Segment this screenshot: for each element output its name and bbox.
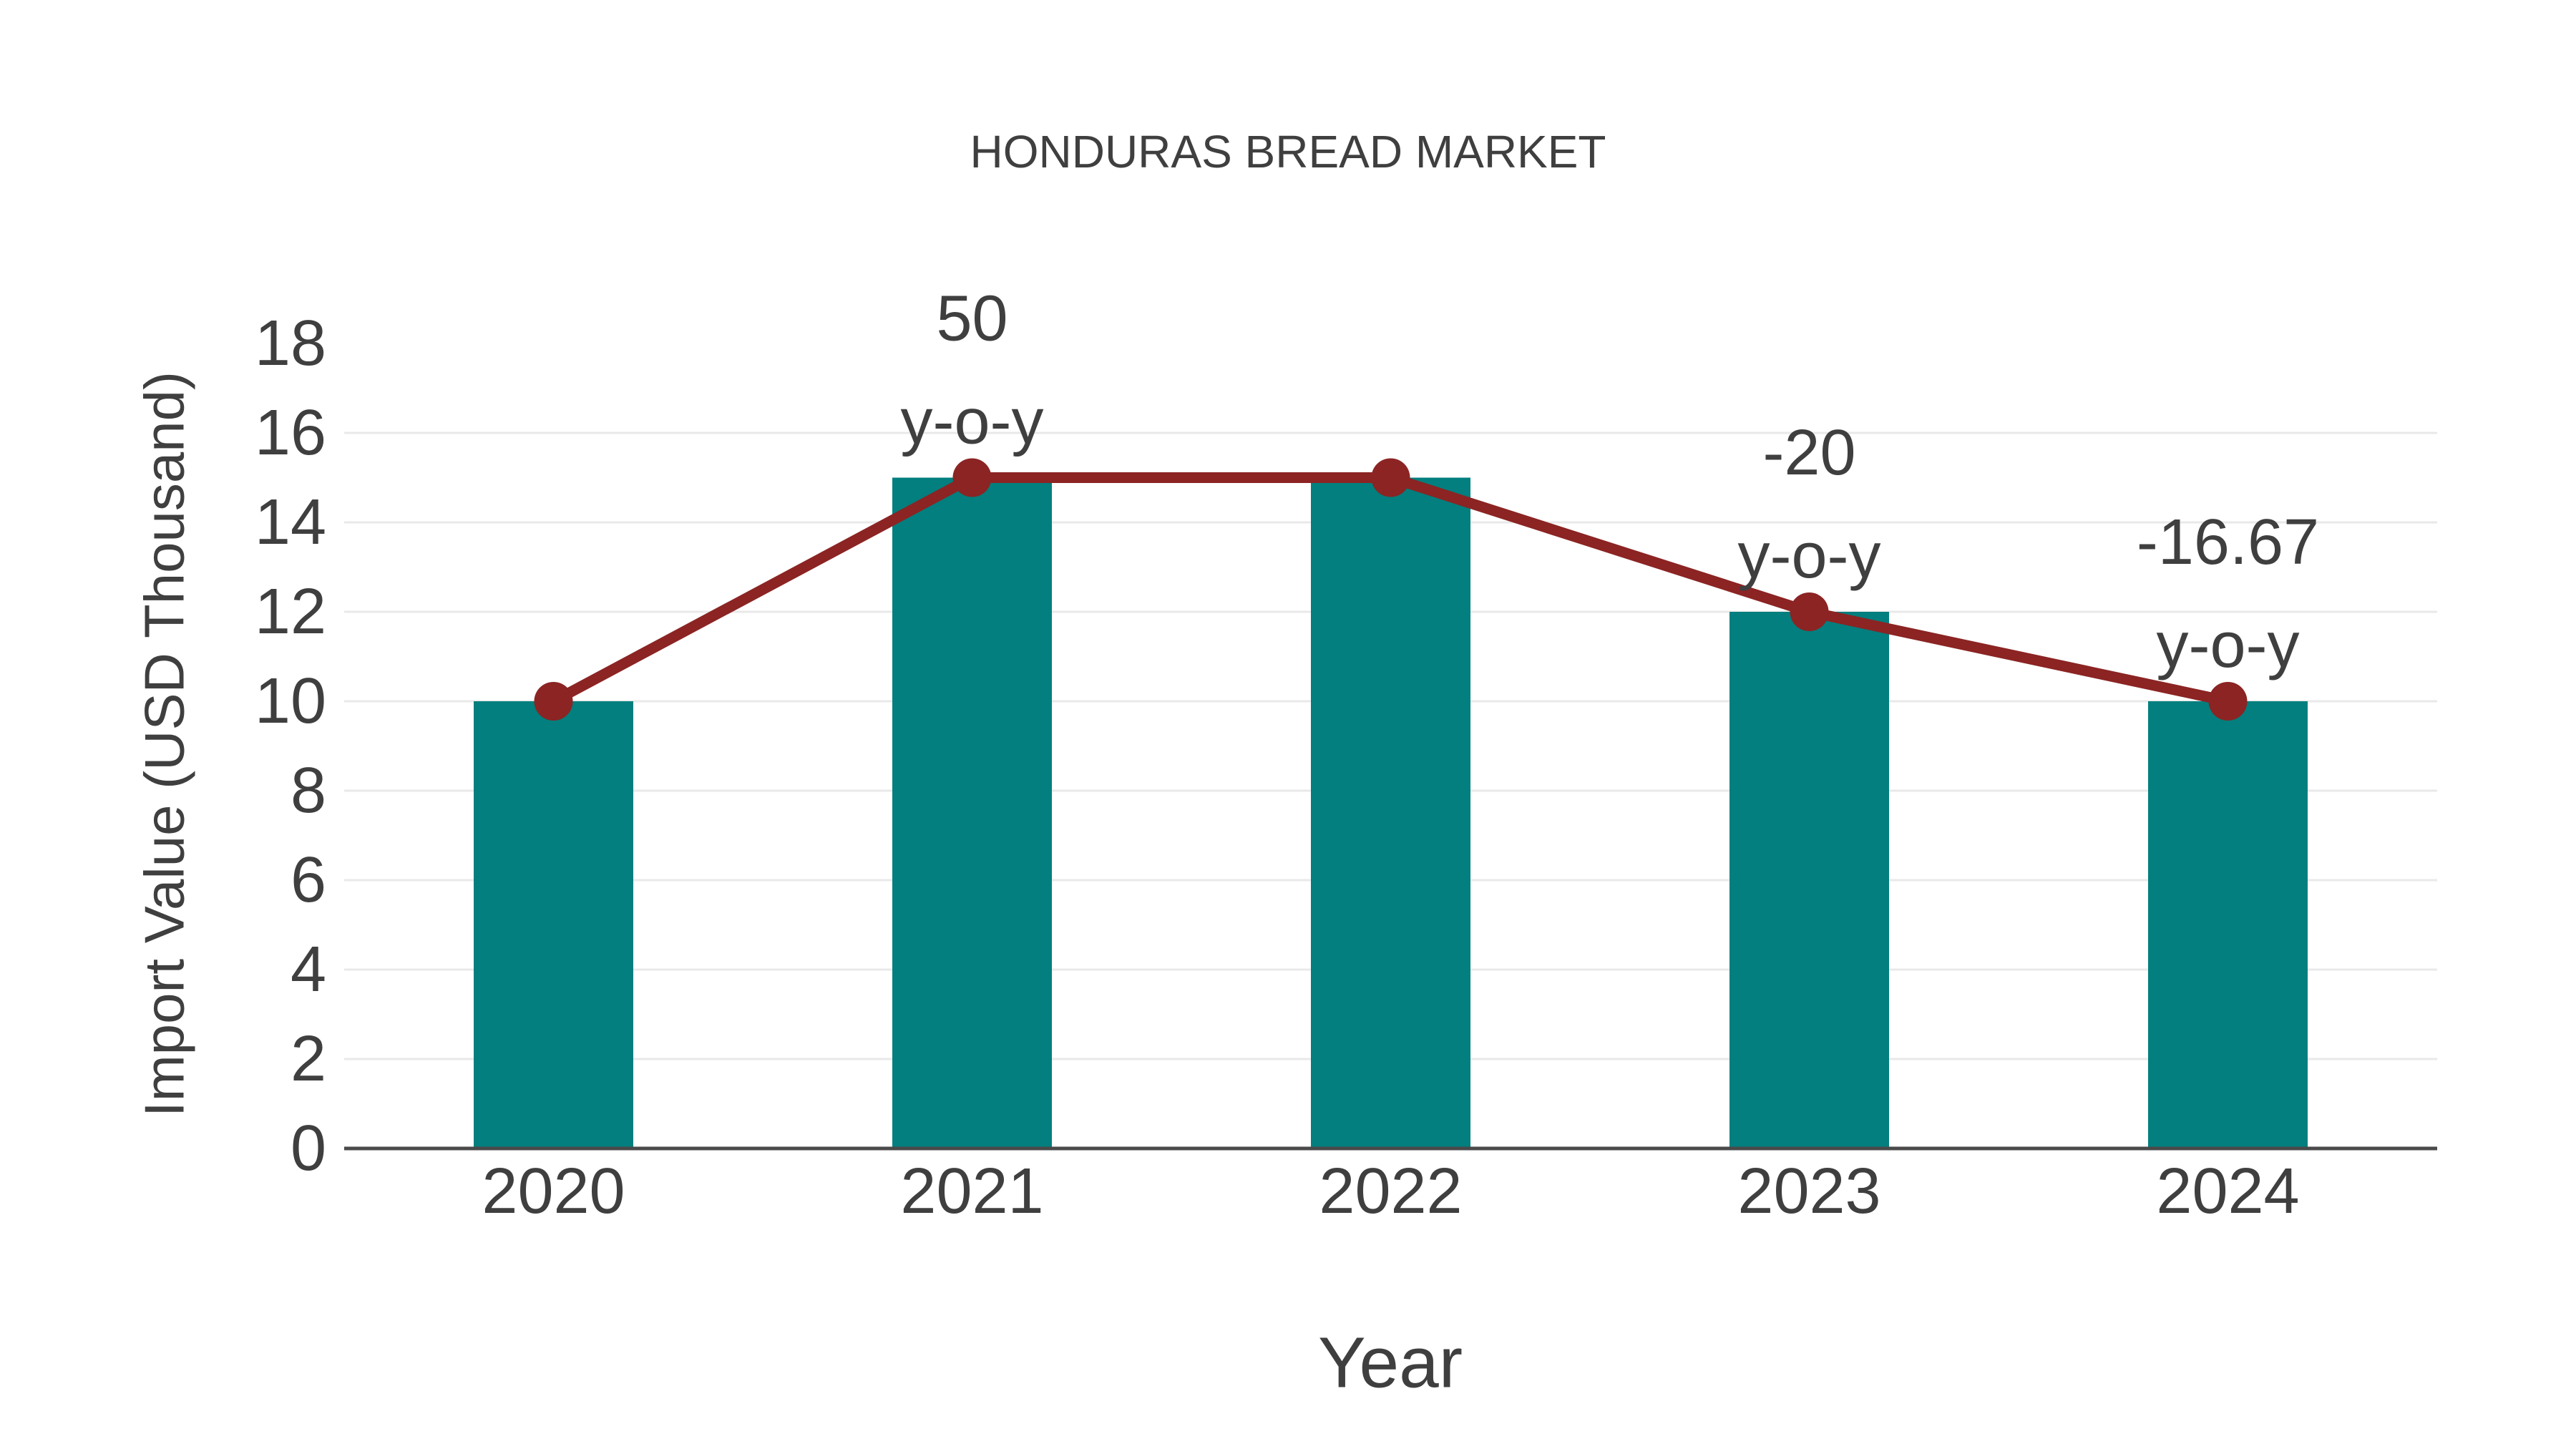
annotation-value-2021: 50 <box>936 283 1008 355</box>
y-tick-label-10: 10 <box>255 665 326 737</box>
y-tick-label-8: 8 <box>291 755 326 826</box>
y-tick-label-12: 12 <box>255 576 326 648</box>
y-tick-label-2: 2 <box>291 1023 326 1095</box>
trend-marker-2023 <box>1790 592 1829 631</box>
x-tick-label-2023: 2023 <box>1737 1156 1880 1227</box>
chart-title: HONDURAS BREAD MARKET <box>970 126 1606 177</box>
trend-marker-2020 <box>534 682 573 721</box>
y-tick-label-14: 14 <box>255 487 326 558</box>
y-tick-label-0: 0 <box>291 1113 326 1184</box>
bar-2024 <box>2148 701 2308 1148</box>
annotation-value-2024: -16.67 <box>2137 507 2319 578</box>
x-tick-label-2021: 2021 <box>900 1156 1043 1227</box>
x-axis-title: Year <box>1317 1322 1463 1403</box>
bar-2021 <box>892 477 1052 1148</box>
annotation-unit-2023: y-o-y <box>1738 520 1881 592</box>
trend-marker-2021 <box>952 458 992 497</box>
annotation-unit-2021: y-o-y <box>901 386 1044 458</box>
bar-2023 <box>1729 612 1889 1148</box>
x-tick-label-2024: 2024 <box>2156 1156 2299 1227</box>
x-tick-label-2022: 2022 <box>1319 1156 1462 1227</box>
trend-marker-2024 <box>2208 682 2248 721</box>
annotation-unit-2024: y-o-y <box>2157 610 2300 681</box>
y-tick-label-18: 18 <box>255 308 326 379</box>
annotation-value-2023: -20 <box>1762 417 1855 489</box>
y-tick-label-16: 16 <box>255 397 326 469</box>
trend-marker-2022 <box>1371 458 1410 497</box>
y-tick-label-4: 4 <box>291 934 326 1005</box>
bar-2022 <box>1311 477 1470 1148</box>
y-tick-label-6: 6 <box>291 844 326 916</box>
x-tick-label-2020: 2020 <box>482 1156 625 1227</box>
bar-2020 <box>474 701 633 1148</box>
